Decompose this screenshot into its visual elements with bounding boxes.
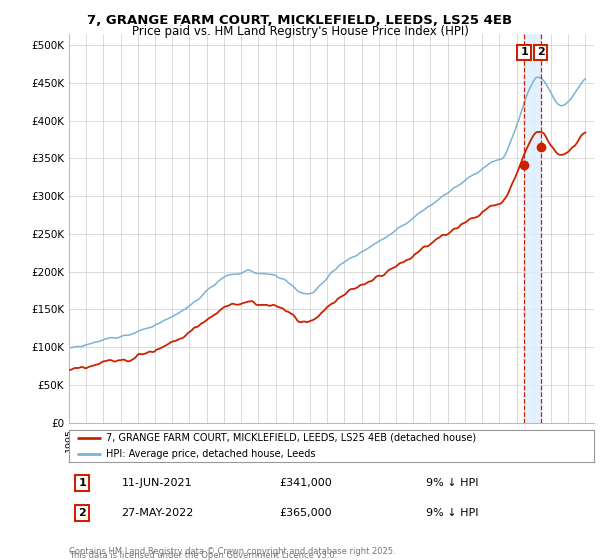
- Text: 9% ↓ HPI: 9% ↓ HPI: [426, 508, 479, 518]
- Bar: [524, 34, 541, 423]
- Text: £365,000: £365,000: [279, 508, 332, 518]
- Text: £341,000: £341,000: [279, 478, 332, 488]
- Text: 7, GRANGE FARM COURT, MICKLEFIELD, LEEDS, LS25 4EB (detached house): 7, GRANGE FARM COURT, MICKLEFIELD, LEEDS…: [106, 433, 476, 442]
- Text: 7, GRANGE FARM COURT, MICKLEFIELD, LEEDS, LS25 4EB: 7, GRANGE FARM COURT, MICKLEFIELD, LEEDS…: [88, 14, 512, 27]
- Text: This data is licensed under the Open Government Licence v3.0.: This data is licensed under the Open Gov…: [69, 551, 337, 560]
- Text: Contains HM Land Registry data © Crown copyright and database right 2025.: Contains HM Land Registry data © Crown c…: [69, 547, 395, 556]
- Text: 11-JUN-2021: 11-JUN-2021: [121, 478, 192, 488]
- Text: 27-MAY-2022: 27-MAY-2022: [121, 508, 194, 518]
- Text: 9% ↓ HPI: 9% ↓ HPI: [426, 478, 479, 488]
- Text: 1: 1: [520, 48, 528, 58]
- Text: 1: 1: [78, 478, 86, 488]
- Text: Price paid vs. HM Land Registry's House Price Index (HPI): Price paid vs. HM Land Registry's House …: [131, 25, 469, 38]
- Text: 2: 2: [537, 48, 545, 58]
- Text: 2: 2: [78, 508, 86, 518]
- Text: HPI: Average price, detached house, Leeds: HPI: Average price, detached house, Leed…: [106, 449, 315, 459]
